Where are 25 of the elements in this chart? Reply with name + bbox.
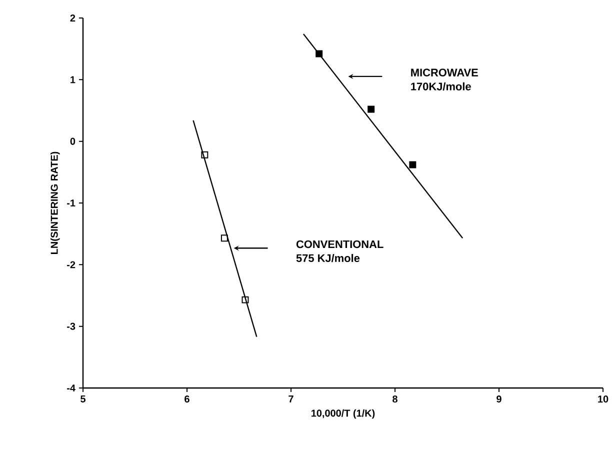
- y-tick-label: 1: [70, 76, 76, 84]
- point: [368, 106, 375, 113]
- point: [316, 50, 323, 58]
- y-axis-title: LN(SINTERING RATE): [50, 152, 60, 254]
- point: [242, 296, 249, 304]
- y-tick-label: -4: [67, 384, 76, 392]
- annotation: 575 KJ/mole: [296, 254, 360, 262]
- y-tick-label: 2: [70, 14, 76, 22]
- x-tick-label: 10: [598, 396, 608, 403]
- annotation: 170KJ/mole: [411, 82, 471, 90]
- point: [220, 234, 228, 242]
- point: [409, 161, 416, 168]
- x-axis-title: 10,000/T (1/K): [312, 409, 375, 419]
- y-tick-label: -1: [67, 200, 76, 206]
- text: CONVENTIONAL: [296, 240, 384, 248]
- x-tick-label: 9: [496, 396, 502, 403]
- x-tick-label: 5: [80, 396, 86, 402]
- y-tick-label: 0: [70, 138, 76, 145]
- point: [201, 151, 208, 158]
- y-tick-label: -3: [67, 322, 76, 330]
- x-tick-label: 8: [392, 396, 398, 403]
- text: MICROWAVE: [411, 68, 478, 76]
- x-tick-label: 7: [288, 396, 294, 402]
- y-tick-label: -2: [67, 261, 76, 268]
- x-tick-label: 6: [184, 396, 190, 403]
